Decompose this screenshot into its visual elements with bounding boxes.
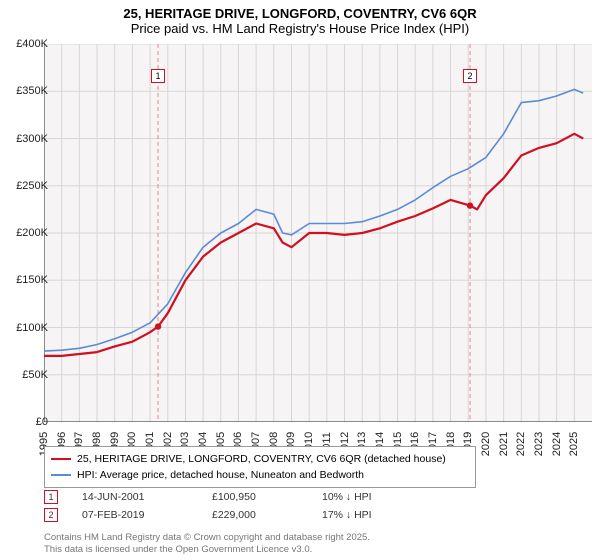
- sale-marker-badge: 1: [151, 69, 165, 83]
- y-tick-label: £200K: [16, 227, 48, 239]
- sale-price: £229,000: [212, 509, 322, 521]
- y-tick-label: £300K: [16, 133, 48, 145]
- y-tick-label: £250K: [16, 180, 48, 192]
- x-tick-label: 2023: [533, 432, 545, 456]
- legend: 25, HERITAGE DRIVE, LONGFORD, COVENTRY, …: [44, 446, 476, 488]
- y-tick-label: £400K: [16, 38, 48, 50]
- legend-item-price-paid: 25, HERITAGE DRIVE, LONGFORD, COVENTRY, …: [51, 451, 469, 467]
- sale-marker-icon: 1: [44, 490, 58, 504]
- legend-item-hpi: HPI: Average price, detached house, Nune…: [51, 467, 469, 483]
- legend-label-hpi: HPI: Average price, detached house, Nune…: [77, 469, 364, 481]
- legend-label-price-paid: 25, HERITAGE DRIVE, LONGFORD, COVENTRY, …: [77, 453, 446, 465]
- table-row: 2 07-FEB-2019 £229,000 17% ↓ HPI: [44, 506, 432, 524]
- y-tick-label: £50K: [22, 369, 48, 381]
- sale-marker-id: 2: [48, 510, 53, 520]
- footnote-line2: This data is licensed under the Open Gov…: [44, 544, 370, 556]
- sale-marker-icon: 2: [44, 508, 58, 522]
- y-tick-label: £350K: [16, 85, 48, 97]
- sale-delta: 10% ↓ HPI: [322, 491, 432, 503]
- footnote-line1: Contains HM Land Registry data © Crown c…: [44, 532, 370, 544]
- sale-date: 07-FEB-2019: [82, 509, 212, 521]
- sale-marker-badge: 2: [463, 69, 477, 83]
- title-line2: Price paid vs. HM Land Registry's House …: [0, 21, 600, 36]
- table-row: 1 14-JUN-2001 £100,950 10% ↓ HPI: [44, 488, 432, 506]
- sale-delta: 17% ↓ HPI: [322, 509, 432, 521]
- x-tick-label: 2024: [551, 432, 563, 456]
- legend-swatch-price-paid: [51, 458, 71, 461]
- footnote: Contains HM Land Registry data © Crown c…: [44, 532, 370, 556]
- chart-svg: [44, 44, 592, 422]
- sale-price: £100,950: [212, 491, 322, 503]
- x-tick-label: 2021: [498, 432, 510, 456]
- title-line1: 25, HERITAGE DRIVE, LONGFORD, COVENTRY, …: [0, 6, 600, 21]
- x-tick-label: 2022: [515, 432, 527, 456]
- chart-title-block: 25, HERITAGE DRIVE, LONGFORD, COVENTRY, …: [0, 0, 600, 38]
- sales-table: 1 14-JUN-2001 £100,950 10% ↓ HPI 2 07-FE…: [44, 488, 432, 524]
- legend-swatch-hpi: [51, 474, 71, 476]
- sale-date: 14-JUN-2001: [82, 491, 212, 503]
- y-tick-label: £150K: [16, 274, 48, 286]
- x-tick-label: 2025: [568, 432, 580, 456]
- y-tick-label: £0: [36, 416, 48, 428]
- y-tick-label: £100K: [16, 322, 48, 334]
- sale-marker-id: 1: [48, 492, 53, 502]
- chart-area: [44, 44, 592, 422]
- x-tick-label: 2020: [480, 432, 492, 456]
